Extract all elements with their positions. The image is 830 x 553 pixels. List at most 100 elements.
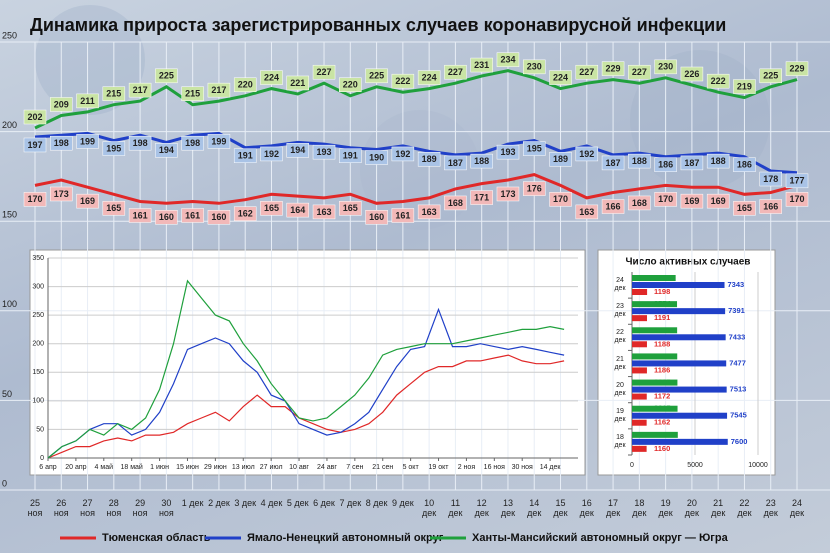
bar <box>632 412 728 419</box>
series-line <box>47 279 565 459</box>
value-label: 221 <box>290 78 305 88</box>
y-tick-label: 200 <box>2 120 17 130</box>
series-line <box>47 354 565 459</box>
value-label: 1172 <box>654 392 670 401</box>
value-label: 230 <box>527 62 542 72</box>
value-label-bg <box>470 57 493 73</box>
value-label-bg <box>23 192 47 207</box>
value-label-bg <box>312 64 336 80</box>
x-tick-label: 4 дек <box>260 498 283 508</box>
value-label: 161 <box>185 210 200 220</box>
value-label: 169 <box>684 196 699 206</box>
bar <box>632 275 676 281</box>
value-label: 227 <box>579 67 594 77</box>
y-tick-label: 0 <box>40 455 44 462</box>
bar <box>632 353 678 360</box>
value-label-bg <box>496 144 520 160</box>
bar <box>632 367 647 374</box>
x-tick-label: 25 ноя <box>27 498 43 518</box>
y-tick-label: 50 <box>2 389 12 399</box>
value-label: 1186 <box>654 365 670 374</box>
x-tick-label: 7 сен <box>346 464 363 471</box>
x-tick-label: 8 дек <box>365 498 388 508</box>
value-label: 3590 <box>654 351 671 360</box>
value-label: 168 <box>448 198 463 208</box>
bar <box>632 289 648 295</box>
value-label-bg <box>102 201 126 216</box>
value-label: 199 <box>211 136 226 146</box>
value-label-bg <box>470 190 493 205</box>
value-label-bg <box>680 155 704 171</box>
x-tick-label: 21 сен <box>372 464 393 471</box>
x-tick-label: 24 дек <box>789 498 805 518</box>
x-tick-label: 13 дек <box>500 498 516 518</box>
y-tick-label: 150 <box>2 210 17 220</box>
value-label-bg <box>680 193 704 209</box>
value-label: 193 <box>317 147 332 157</box>
x-tick-label: 15 июн <box>176 464 199 471</box>
value-label-bg <box>417 70 441 85</box>
value-label: 160 <box>369 212 384 222</box>
value-label-bg <box>417 152 441 167</box>
y-tick-label: 100 <box>2 299 17 309</box>
value-label: 193 <box>500 147 515 157</box>
bar <box>632 308 726 315</box>
value-label: 198 <box>54 138 69 148</box>
value-label-bg <box>312 144 336 160</box>
value-label-bg <box>155 68 178 84</box>
x-tick-label: 14 дек <box>527 498 542 518</box>
value-label-bg <box>260 146 283 162</box>
value-label: 7433 <box>729 332 746 341</box>
x-tick-label: 16 дек <box>579 498 594 518</box>
value-label-bg <box>391 73 415 89</box>
bar <box>632 405 678 412</box>
value-label: 197 <box>27 140 42 150</box>
chart-title: Динамика прироста зарегистрированных слу… <box>30 15 726 35</box>
value-label-bg <box>391 146 415 162</box>
x-tick-label: 1 дек <box>181 498 204 508</box>
bar <box>632 419 647 426</box>
value-label: 176 <box>527 183 542 193</box>
value-label: 215 <box>185 89 200 99</box>
value-label-bg <box>706 153 730 169</box>
y-tick-label: 300 <box>32 283 44 290</box>
x-tick-label: 7 дек <box>339 498 362 508</box>
x-tick-label: 17 дек <box>605 498 621 518</box>
value-label: 171 <box>474 192 489 202</box>
bar <box>632 315 648 322</box>
value-label-bg <box>233 77 257 93</box>
value-label: 220 <box>238 80 253 90</box>
value-label-bg <box>260 201 283 216</box>
legend-label: Тюменская область <box>102 532 211 544</box>
value-label-bg <box>522 59 546 75</box>
x-tick-label: 19 окт <box>429 464 450 471</box>
value-label-bg <box>128 208 152 223</box>
value-label-bg <box>365 68 388 84</box>
value-label: 188 <box>632 156 647 166</box>
value-label: 219 <box>737 81 752 91</box>
y-tick-label: 250 <box>2 30 17 40</box>
value-label: 215 <box>106 89 121 99</box>
value-label: 191 <box>238 151 253 161</box>
series-line <box>34 173 798 205</box>
value-label-bg <box>496 52 520 67</box>
value-label-bg <box>628 195 651 211</box>
x-tick-label: 10 дек <box>422 498 437 518</box>
legend-label: Ямало-Ненецкий автономный округ <box>247 532 444 544</box>
value-label: 188 <box>474 156 489 166</box>
x-tick-label: 10000 <box>748 462 768 469</box>
inset-title: Число активных случаев <box>626 257 751 268</box>
value-label: 165 <box>737 203 752 213</box>
value-label: 170 <box>789 194 804 204</box>
x-tick-label: 21 дек <box>711 498 726 518</box>
x-tick-label: 19 дек <box>658 498 673 518</box>
bar <box>632 360 727 367</box>
value-label-bg <box>601 199 625 214</box>
x-tick-label: 16 ноя <box>484 464 505 471</box>
value-label-bg <box>286 202 310 218</box>
x-tick-label: 27 ноя <box>80 498 95 518</box>
x-tick-label: 30 ноя <box>512 464 533 471</box>
x-tick-label: 29 ноя <box>132 498 148 518</box>
value-label-bg <box>549 192 572 207</box>
value-label: 227 <box>448 67 463 77</box>
